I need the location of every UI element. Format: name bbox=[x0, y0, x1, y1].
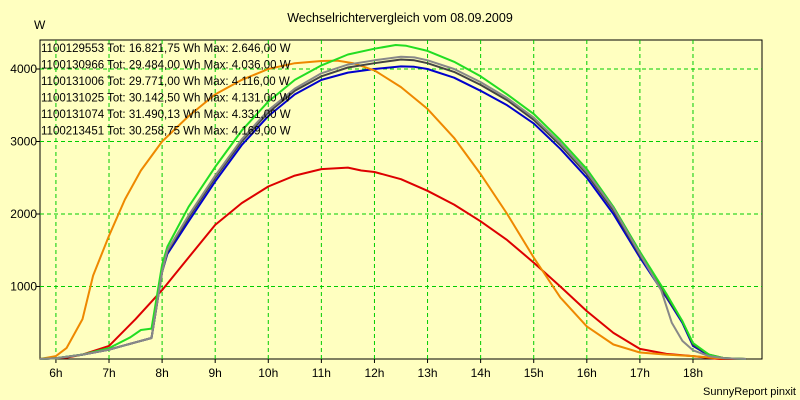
legend-entry-1100131006: 1100131006 Tot: 29.771,00 Wh Max: 4.116,… bbox=[41, 76, 290, 88]
series-lines bbox=[39, 44, 747, 360]
x-tick-label: 7h bbox=[102, 366, 115, 380]
x-tick-label: 10h bbox=[258, 366, 278, 380]
series-line-1100213451 bbox=[39, 55, 747, 360]
x-tick-label: 8h bbox=[155, 366, 168, 380]
chart-title: Wechselrichtervergleich vom 08.09.2009 bbox=[287, 11, 513, 25]
x-tick-label: 13h bbox=[418, 366, 438, 380]
legend-entry-1100213451: 1100213451 Tot: 30.258,75 Wh Max: 4.169,… bbox=[41, 126, 291, 138]
x-tick-label: 12h bbox=[364, 366, 384, 380]
y-tick-label: 3000 bbox=[10, 135, 37, 149]
x-tick-label: 11h bbox=[312, 366, 331, 380]
legend-entry-1100129553: 1100129553 Tot: 16.821,75 Wh Max: 2.646,… bbox=[41, 43, 291, 55]
x-tick-label: 18h bbox=[683, 366, 703, 380]
legend-entry-1100131074: 1100131074 Tot: 31.490,13 Wh Max: 4.331,… bbox=[41, 109, 291, 121]
legend-entry-1100131025: 1100131025 Tot: 30.142,50 Wh Max: 4.131,… bbox=[41, 93, 291, 105]
x-tick-label: 14h bbox=[471, 366, 491, 380]
y-tick-label: 2000 bbox=[10, 207, 37, 221]
series-line-1100131074 bbox=[39, 44, 747, 360]
plot-area bbox=[39, 39, 763, 360]
series-line-1100131006 bbox=[39, 59, 747, 360]
y-tick-label: 1000 bbox=[10, 280, 37, 294]
axis-ticks: 6h 7h 8h 9h 10h 11h 12h 13h 14h 15h 16h 17h 18h 1000 2… bbox=[10, 62, 703, 380]
y-axis-label: W bbox=[34, 18, 46, 32]
x-tick-label: 6h bbox=[49, 366, 62, 380]
x-tick-label: 9h bbox=[209, 366, 222, 380]
footer-credit: SunnyReport pinxit bbox=[703, 386, 796, 398]
x-tick-label: 15h bbox=[524, 366, 544, 380]
legend-entry-1100130966: 1100130966 Tot: 29.484,00 Wh Max: 4.036,… bbox=[41, 60, 291, 72]
y-tick-label: 4000 bbox=[10, 62, 37, 76]
x-tick-label: 16h bbox=[577, 366, 597, 380]
x-tick-label: 17h bbox=[630, 366, 650, 380]
legend: 1100129553 Tot: 16.821,75 Wh Max: 2.646,… bbox=[41, 43, 291, 138]
